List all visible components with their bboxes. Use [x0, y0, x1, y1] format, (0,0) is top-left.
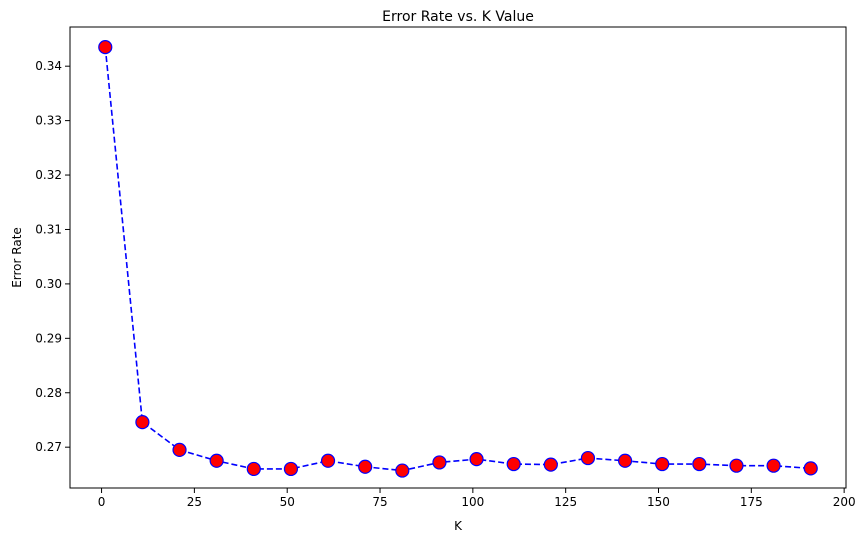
y-tick-label: 0.30 [35, 277, 62, 291]
x-axis-label: K [454, 519, 463, 533]
data-point [803, 461, 818, 476]
chart-title: Error Rate vs. K Value [382, 9, 534, 25]
data-point [98, 40, 113, 55]
data-point [172, 442, 187, 458]
y-tick-label: 0.34 [35, 59, 62, 73]
x-tick-label: 25 [187, 495, 202, 509]
x-tick-label: 75 [372, 495, 387, 509]
plot-frame [69, 26, 847, 489]
x-tick-label: 200 [833, 495, 856, 509]
x-tick-label: 150 [647, 495, 670, 509]
data-point [766, 458, 781, 473]
data-point [209, 453, 224, 468]
data-point [580, 450, 596, 466]
x-tick-label: 0 [98, 495, 106, 509]
x-tick-label: 100 [461, 495, 484, 509]
data-point [395, 463, 410, 478]
y-tick-label: 0.31 [35, 222, 62, 236]
y-tick-label: 0.28 [35, 386, 62, 400]
data-point [655, 456, 670, 472]
data-point [692, 456, 707, 472]
data-point [469, 452, 484, 467]
y-tick-label: 0.29 [35, 331, 62, 345]
y-axis-label: Error Rate [10, 227, 24, 288]
data-point [617, 453, 633, 468]
x-tick-label: 50 [280, 495, 295, 509]
data-point [135, 415, 150, 430]
data-point [543, 457, 558, 472]
y-tick-label: 0.33 [35, 114, 62, 128]
x-tick-label: 125 [554, 495, 577, 509]
data-point [506, 456, 521, 472]
data-point [246, 461, 261, 477]
plot-layer: 0 25 50 75 100 125 150 175 200 0.27 0.28 0.29 0.30 0.… [35, 40, 856, 509]
y-tick-label: 0.32 [35, 168, 62, 182]
data-point [432, 455, 447, 470]
data-point [320, 453, 336, 468]
data-point [729, 458, 744, 473]
x-tick-label: 175 [740, 495, 763, 509]
data-point [283, 461, 299, 477]
y-tick-label: 0.27 [35, 440, 62, 454]
data-point [358, 459, 373, 474]
